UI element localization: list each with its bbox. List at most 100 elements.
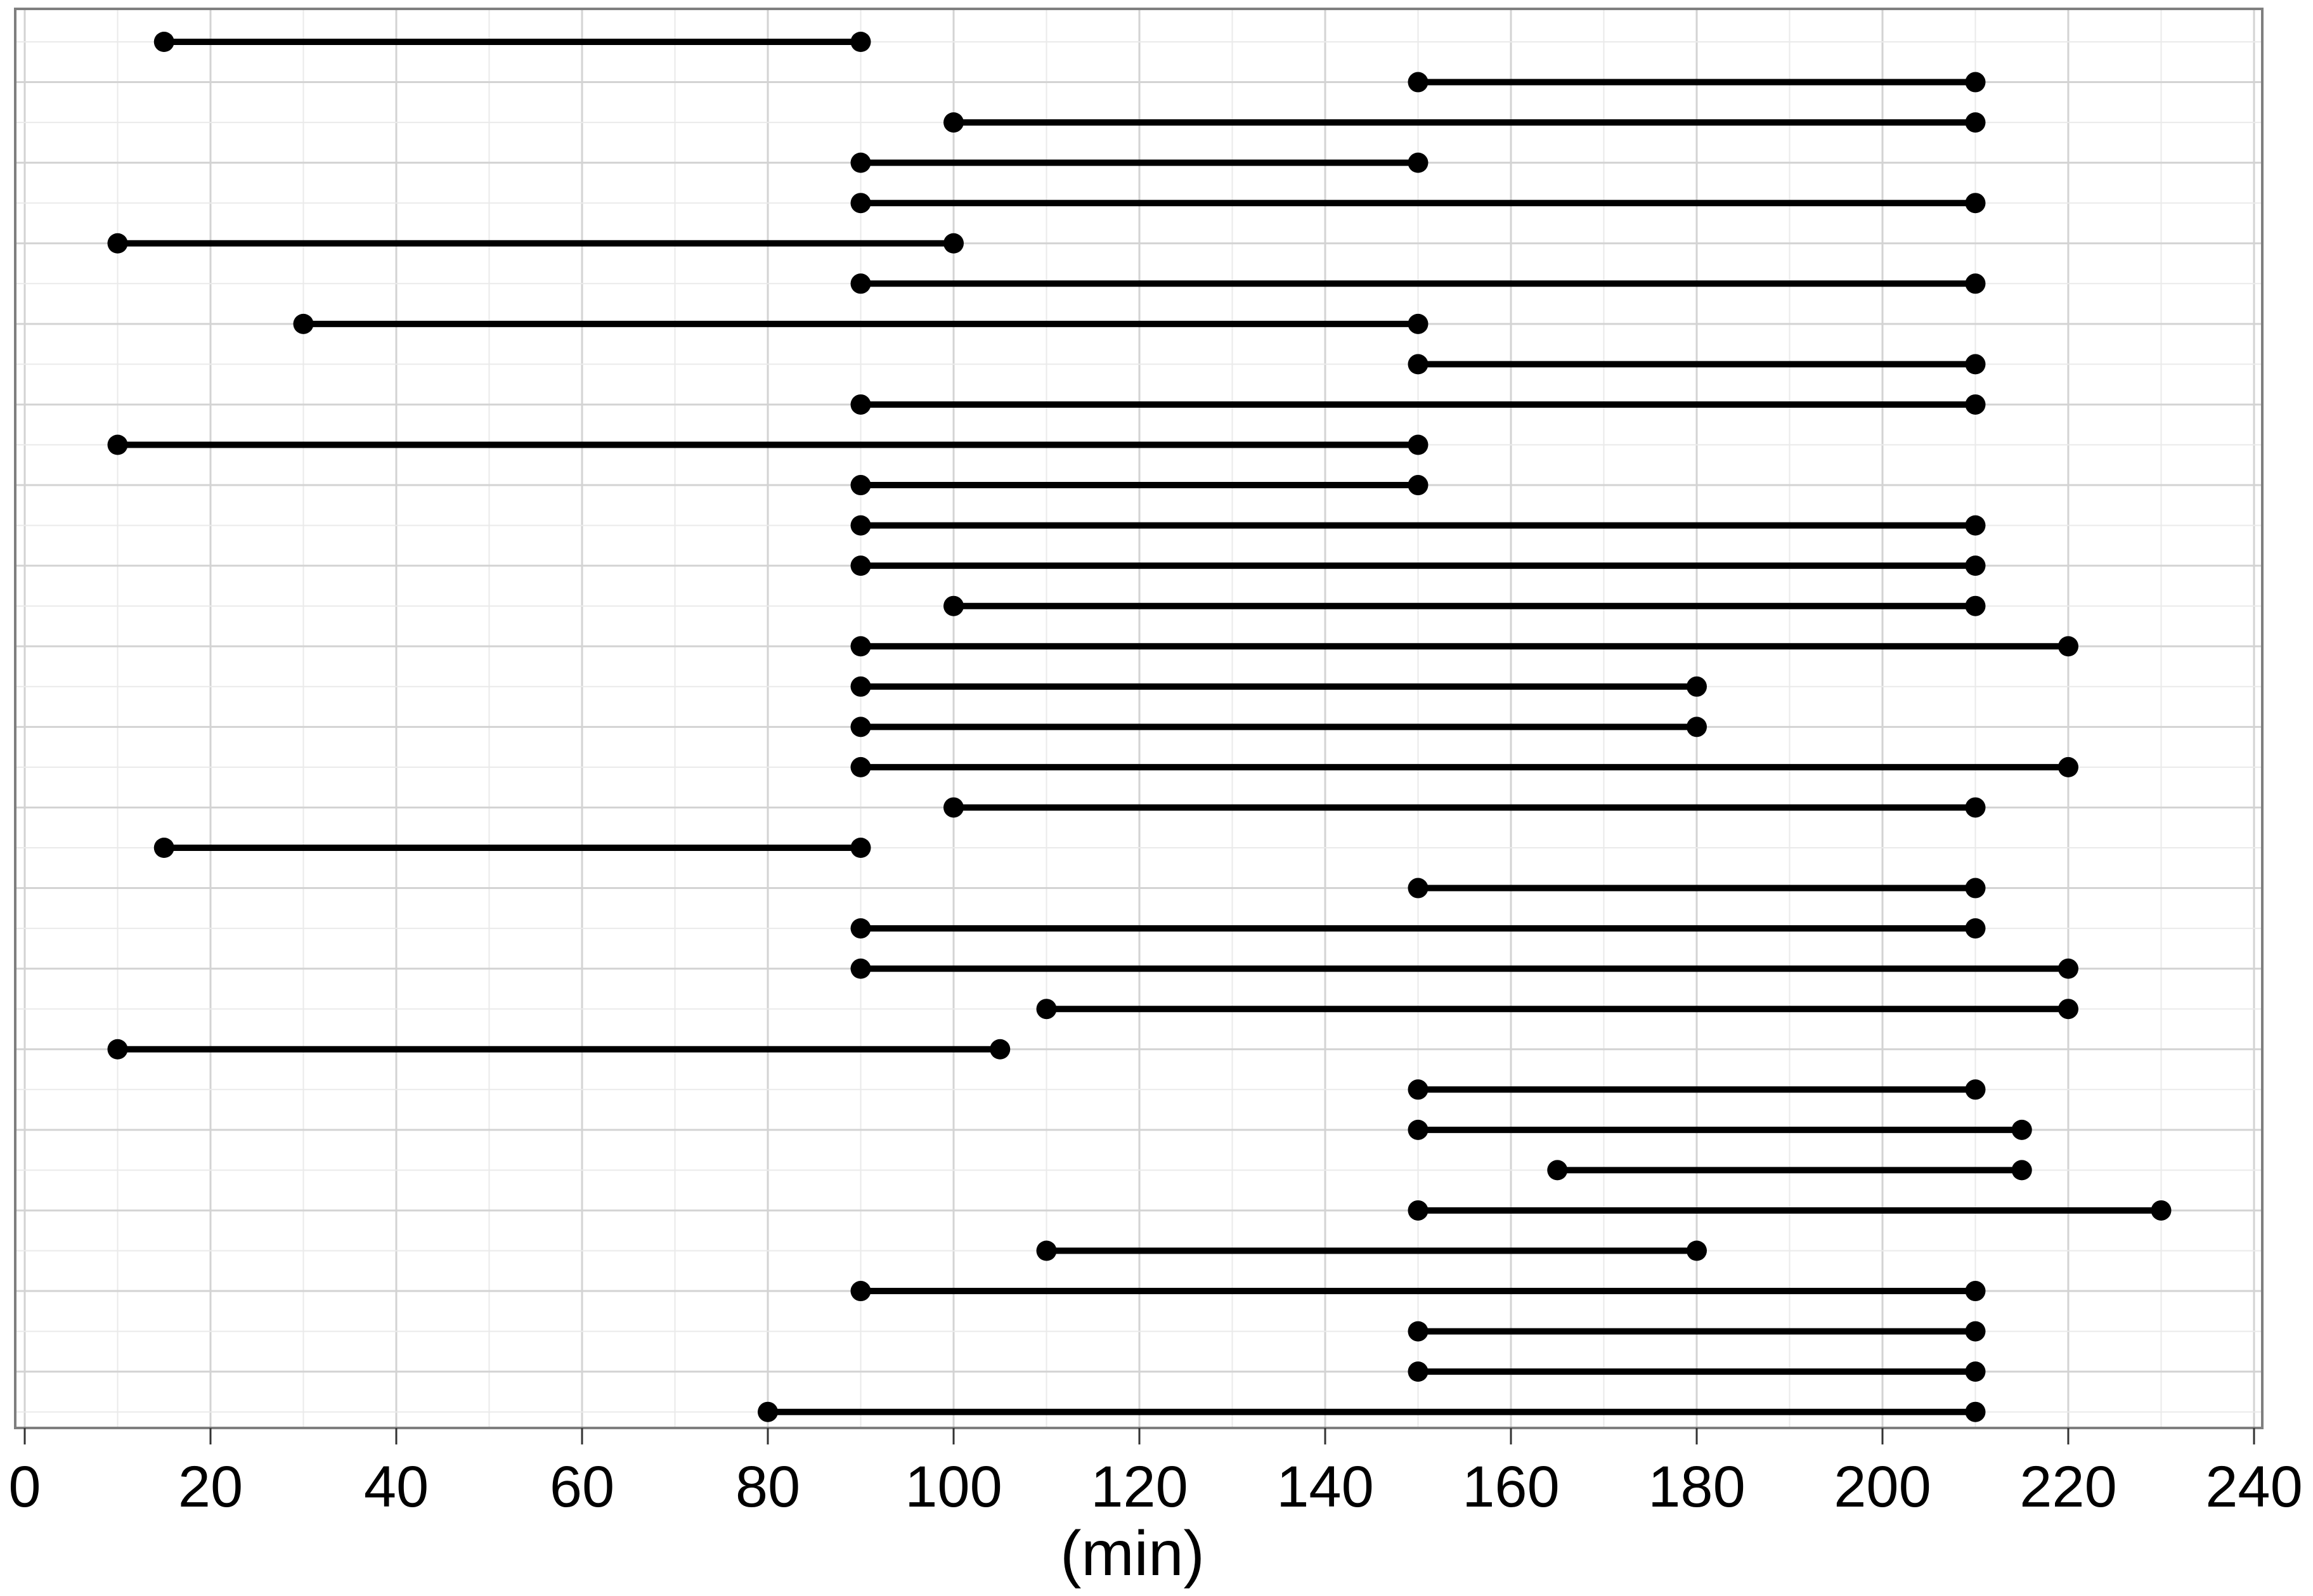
interval-segment — [1408, 1321, 1986, 1342]
interval-segment — [850, 273, 1986, 294]
interval-segment — [293, 313, 1429, 334]
segment-start-dot — [850, 273, 871, 294]
segment-end-dot — [1965, 193, 1986, 214]
segment-start-dot — [1408, 72, 1429, 93]
segment-start-dot — [107, 233, 128, 254]
axis-tick-label: 200 — [1834, 1455, 1931, 1519]
segment-end-dot — [1408, 475, 1429, 496]
interval-segment — [107, 434, 1429, 455]
interval-segment — [850, 717, 1707, 737]
interval-segment — [1408, 1119, 2032, 1140]
segment-start-dot — [850, 394, 871, 415]
interval-segments — [107, 32, 2172, 1422]
segment-start-dot — [850, 515, 871, 536]
segment-end-dot — [1408, 434, 1429, 455]
interval-segment — [850, 555, 1986, 576]
segment-end-dot — [1965, 1321, 1986, 1342]
interval-segment — [1408, 1079, 1986, 1100]
axis-tick-label: 0 — [8, 1455, 41, 1519]
segment-end-dot — [2011, 1160, 2032, 1181]
segment-start-dot — [758, 1401, 778, 1422]
axis-tick-label: 140 — [1276, 1455, 1374, 1519]
segment-end-dot — [943, 233, 964, 254]
axis-tick-label: 80 — [735, 1455, 800, 1519]
interval-segment — [943, 112, 1986, 133]
segment-end-dot — [1408, 152, 1429, 173]
axis-tick-label: 120 — [1091, 1455, 1188, 1519]
segment-start-dot — [1408, 1321, 1429, 1342]
segment-end-dot — [1965, 515, 1986, 536]
segment-end-dot — [1687, 1240, 1707, 1261]
segment-start-dot — [943, 112, 964, 133]
interval-segment — [1547, 1160, 2032, 1181]
axis-tick-label: 100 — [905, 1455, 1002, 1519]
interval-segment — [1408, 354, 1986, 375]
segment-end-dot — [2058, 636, 2078, 657]
segment-end-dot — [1408, 313, 1429, 334]
segment-start-dot — [107, 434, 128, 455]
segment-end-dot — [1965, 273, 1986, 294]
segment-start-dot — [1036, 999, 1057, 1020]
interval-segment — [758, 1401, 1986, 1422]
interval-segment — [850, 636, 2078, 657]
segment-start-dot — [850, 193, 871, 214]
segment-start-dot — [1408, 1200, 1429, 1221]
segment-start-dot — [1547, 1160, 1568, 1181]
interval-segment — [107, 233, 964, 254]
segment-start-dot — [850, 676, 871, 697]
segment-start-dot — [1408, 1119, 1429, 1140]
segment-start-dot — [1408, 354, 1429, 375]
interval-segment — [107, 1039, 1011, 1060]
segment-end-dot — [1965, 72, 1986, 93]
segment-start-dot — [850, 1281, 871, 1302]
interval-segment — [850, 193, 1986, 214]
segment-start-dot — [850, 475, 871, 496]
interval-segment — [850, 152, 1429, 173]
interval-segment — [850, 475, 1429, 496]
segment-start-dot — [943, 595, 964, 616]
segment-end-dot — [990, 1039, 1011, 1060]
segment-end-dot — [1965, 595, 1986, 616]
x-axis-title: (min) — [1060, 1518, 1205, 1589]
segment-start-dot — [293, 313, 314, 334]
axis-tick-label: 240 — [2205, 1455, 2303, 1519]
segment-end-dot — [2058, 756, 2078, 777]
interval-segment — [943, 595, 1986, 616]
axis-tick-label: 220 — [2019, 1455, 2117, 1519]
segment-end-dot — [1965, 1401, 1986, 1422]
interval-segment — [850, 394, 1986, 415]
segment-end-dot — [1965, 1361, 1986, 1382]
segment-end-dot — [1687, 717, 1707, 737]
segment-end-dot — [1965, 394, 1986, 415]
segment-end-dot — [2151, 1200, 2172, 1221]
segment-end-dot — [1965, 112, 1986, 133]
segment-start-dot — [850, 756, 871, 777]
interval-segment — [850, 958, 2078, 979]
segment-start-dot — [943, 797, 964, 818]
axis-tick-label: 180 — [1648, 1455, 1746, 1519]
segment-end-dot — [1965, 354, 1986, 375]
segment-end-dot — [850, 838, 871, 858]
interval-segment — [1408, 1200, 2172, 1221]
interval-segment — [1036, 1240, 1707, 1261]
segment-end-dot — [2011, 1119, 2032, 1140]
interval-segment — [1408, 72, 1986, 93]
interval-segment — [850, 756, 2078, 777]
axis-tick-label: 40 — [364, 1455, 429, 1519]
axis-tick-label: 60 — [550, 1455, 614, 1519]
segment-start-dot — [850, 636, 871, 657]
segment-end-dot — [1965, 918, 1986, 939]
segment-end-dot — [1965, 878, 1986, 899]
interval-segment — [1408, 1361, 1986, 1382]
segment-start-dot — [1408, 1361, 1429, 1382]
interval-segment — [850, 676, 1707, 697]
segment-end-dot — [1965, 1079, 1986, 1100]
segment-start-dot — [153, 838, 174, 858]
interval-segment — [850, 1281, 1986, 1302]
segment-start-dot — [107, 1039, 128, 1060]
segment-end-dot — [850, 32, 871, 52]
segment-start-dot — [850, 918, 871, 939]
